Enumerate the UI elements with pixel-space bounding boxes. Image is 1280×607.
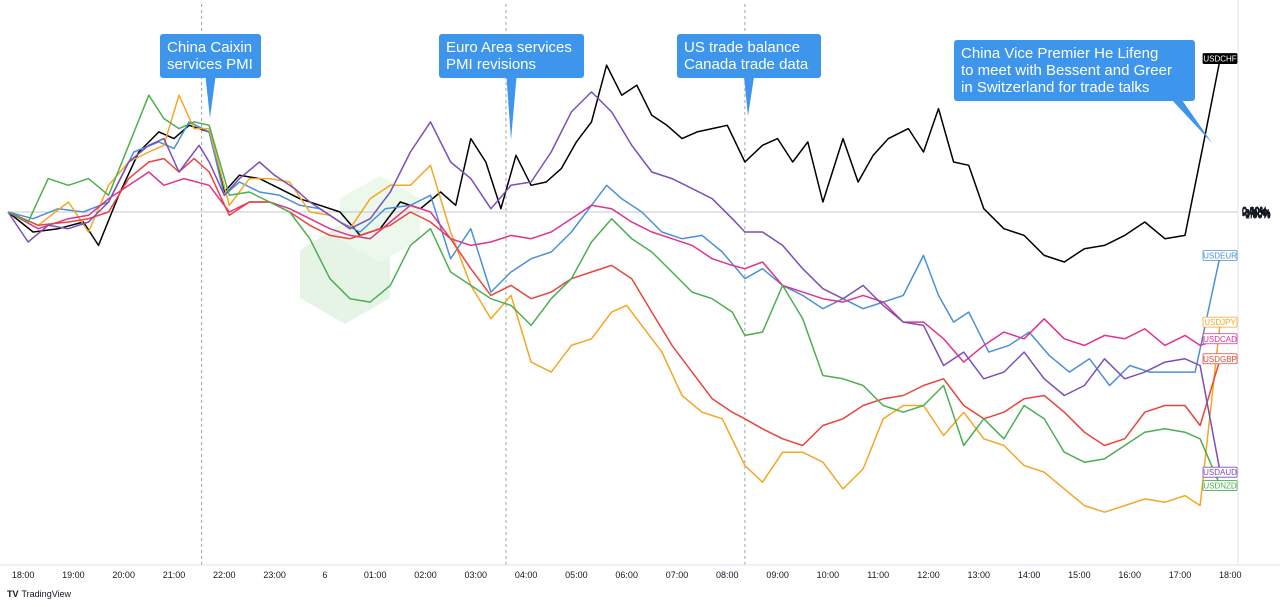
series-label-box	[1202, 466, 1238, 478]
callout-text: to meet with Bessent and Greer	[961, 62, 1172, 79]
series-label-usdaud: USDAUD	[1203, 468, 1237, 477]
watermark-hexagon	[340, 176, 420, 262]
x-axis: 18:00 19:00 20:00 21:00 22:00 23:00 6 01:00 02:0…	[0, 564, 1280, 580]
callout-pointer	[744, 77, 754, 116]
event-lines	[201, 4, 746, 565]
series-line-usdnzd	[7, 94, 1221, 486]
tradingview-brand: TradingView	[21, 589, 72, 599]
callout-text: US trade balance	[684, 39, 800, 56]
x-tick-label: 18:00	[12, 570, 35, 580]
x-tick-label: 6	[322, 570, 327, 580]
x-tick-label: 01:00	[364, 570, 387, 580]
y-tick-label: -0.10%	[1242, 207, 1271, 217]
x-tick-label: 23:00	[263, 570, 286, 580]
callout-text: Euro Area services	[446, 39, 572, 56]
series-lines	[7, 58, 1221, 513]
y-tick-label: 0.30%	[1242, 206, 1268, 216]
y-tick-label: -0.30%	[1242, 208, 1271, 218]
x-tick-label: 09:00	[766, 570, 789, 580]
x-tick-label: 22:00	[213, 570, 236, 580]
series-label-box	[1202, 333, 1238, 345]
y-tick-label: -0.50%	[1242, 209, 1271, 219]
y-tick-label: -0.40%	[1242, 208, 1271, 218]
y-tick-label: -0.60%	[1242, 209, 1271, 219]
x-tick-label: 19:00	[62, 570, 85, 580]
callout-box	[160, 34, 261, 78]
x-tick-label: 05:00	[565, 570, 588, 580]
series-label-box	[1202, 249, 1238, 261]
x-tick-label: 18:00	[1219, 570, 1242, 580]
series-label-usdnzd: USDNZD	[1203, 482, 1237, 491]
x-tick-label: 08:00	[716, 570, 739, 580]
series-line-usdchf	[7, 58, 1221, 263]
series-label-box	[1202, 316, 1238, 328]
x-tick-label: 04:00	[515, 570, 538, 580]
series-label-box	[1202, 53, 1238, 64]
callout-pointer	[205, 77, 216, 118]
series-line-usdgbp	[7, 157, 1221, 447]
x-tick-label: 14:00	[1018, 570, 1041, 580]
y-axis: 0.60%0.50%0.40%0.30%0.20%0.10%0.00%-0.10…	[1237, 0, 1271, 565]
x-tick-label: 17:00	[1169, 570, 1192, 580]
callout-text: Canada trade data	[684, 56, 809, 73]
x-tick-label: 03:00	[465, 570, 488, 580]
callout-box	[439, 34, 584, 78]
y-tick-label: 0.40%	[1242, 206, 1268, 216]
y-tick-label: 0.00%	[1242, 207, 1268, 217]
x-tick-label: 11:00	[867, 570, 889, 580]
x-tick-label: 20:00	[112, 570, 135, 580]
y-tick-label: -0.70%	[1242, 209, 1271, 219]
y-tick-label: -0.80%	[1242, 210, 1271, 220]
callout-box	[677, 34, 821, 78]
callout-pointer	[506, 77, 517, 140]
watermark-logo	[300, 176, 420, 324]
x-tick-label: 02:00	[414, 570, 437, 580]
callout-text: PMI revisions	[446, 56, 536, 73]
callout-pointer	[1172, 100, 1212, 143]
y-tick-label: -0.90%	[1242, 210, 1271, 220]
callout-text: in Switzerland for trade talks	[961, 79, 1149, 96]
callout-box	[954, 40, 1195, 101]
x-tick-label: 07:00	[666, 570, 689, 580]
x-tick-label: 15:00	[1068, 570, 1091, 580]
series-label-usdchf: USDCHF	[1203, 55, 1236, 64]
y-tick-label: -1.00%	[1242, 210, 1271, 220]
series-line-usdcad	[7, 171, 1221, 363]
series-labels: USDNZD USDAUD USDGBP USDCAD USDJPY USDEUR USDC…	[1202, 53, 1238, 491]
series-label-box	[1202, 353, 1238, 365]
x-tick-label: 13:00	[968, 570, 991, 580]
y-tick-label: 0.60%	[1242, 205, 1268, 215]
series-label-box	[1202, 480, 1238, 491]
series-label-usdgbp: USDGBP	[1203, 355, 1237, 364]
x-tick-label: 10:00	[817, 570, 840, 580]
y-tick-label: -0.20%	[1242, 208, 1271, 218]
callout-text: services PMI	[167, 56, 253, 73]
tradingview-logo-icon: TV	[7, 589, 19, 599]
series-line-usdjpy	[7, 94, 1221, 513]
x-tick-label: 16:00	[1118, 570, 1141, 580]
callout-text: China Caixin	[167, 39, 252, 56]
tradingview-footer[interactable]: TV TradingView	[7, 589, 71, 599]
series-label-usdjpy: USDJPY	[1204, 318, 1236, 327]
y-tick-label: 0.10%	[1242, 207, 1268, 217]
series-label-usdeur: USDEUR	[1203, 251, 1237, 260]
x-tick-label: 12:00	[917, 570, 940, 580]
x-tick-label: 06:00	[615, 570, 638, 580]
y-tick-label: 0.50%	[1242, 205, 1268, 215]
x-tick-label: 21:00	[163, 570, 186, 580]
y-tick-label: 0.20%	[1242, 206, 1268, 216]
callout-text: China Vice Premier He Lifeng	[961, 45, 1158, 62]
series-line-usdaud	[7, 91, 1221, 473]
series-label-usdcad: USDCAD	[1203, 335, 1237, 344]
